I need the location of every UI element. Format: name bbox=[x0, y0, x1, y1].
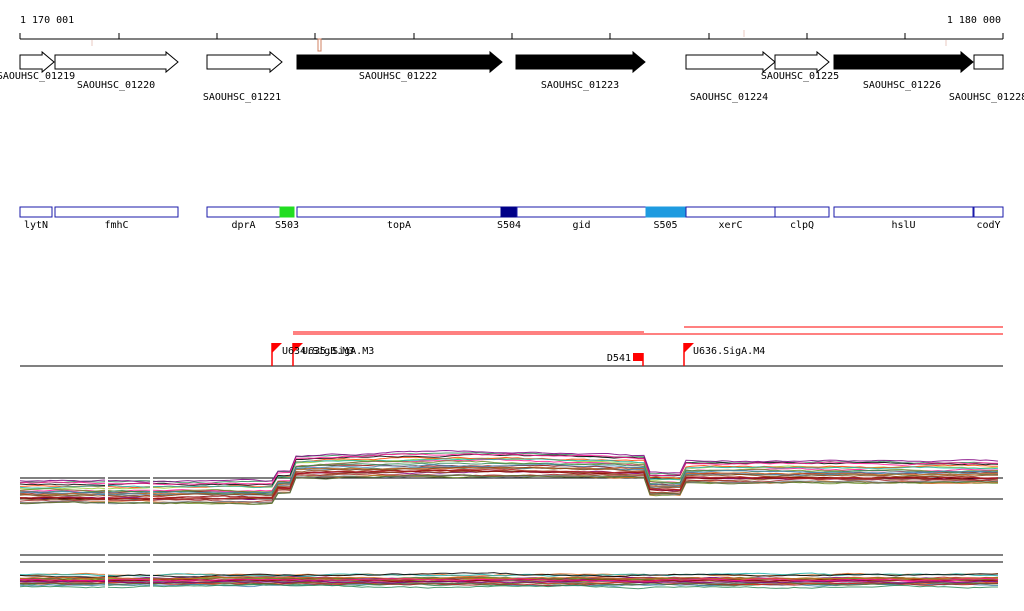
gene-arrow[interactable]: SAOUHSC_01225 bbox=[761, 50, 839, 82]
gene-label: SAOUHSC_01223 bbox=[541, 80, 619, 91]
gene-arrow[interactable]: SAOUHSC_01222 bbox=[296, 50, 503, 82]
annotation-box[interactable]: fmhC bbox=[54, 206, 179, 231]
annotation-box[interactable]: clpQ bbox=[774, 206, 830, 231]
expression-track-2 bbox=[19, 550, 1003, 600]
annotation-box[interactable]: gid bbox=[516, 206, 647, 231]
gene-arrow[interactable]: SAOUHSC_01221 bbox=[203, 50, 283, 103]
feature-track: U634.SigB.M3 U635.SigA.M3 D541 U636.SigA… bbox=[20, 326, 1003, 367]
annotation-box[interactable]: topA bbox=[296, 206, 502, 231]
feature-label: U634.SigB.M3 bbox=[282, 346, 354, 357]
annotation-label: gid bbox=[572, 220, 590, 231]
annotation-box[interactable]: S505 bbox=[645, 206, 686, 231]
annotation-box[interactable]: codY bbox=[973, 206, 1004, 231]
gene-arrow[interactable]: SAOUHSC_01224 bbox=[685, 50, 776, 103]
annotation-label: hslU bbox=[891, 220, 915, 231]
coordinate-ruler: 1 170 001 1 180 000 bbox=[19, 15, 1004, 52]
annotation-label: topA bbox=[387, 220, 411, 231]
ruler-start-label: 1 170 001 bbox=[20, 15, 74, 26]
expression-profiles bbox=[19, 449, 999, 505]
track-gap bbox=[105, 550, 108, 600]
annotation-label: S504 bbox=[497, 220, 521, 231]
expression-track-1 bbox=[19, 449, 1003, 512]
gene-label: SAOUHSC_01224 bbox=[690, 92, 768, 103]
annotation-label: lytN bbox=[24, 220, 48, 231]
annotation-label: S503 bbox=[275, 220, 299, 231]
track-gap bbox=[105, 462, 108, 512]
gene-arrow[interactable]: SAOUHSC_01228 bbox=[949, 54, 1024, 103]
gene-label: SAOUHSC_01221 bbox=[203, 92, 281, 103]
gene-label: SAOUHSC_01222 bbox=[359, 71, 437, 82]
annotation-label: clpQ bbox=[790, 220, 814, 231]
annotation-box[interactable]: dprA bbox=[206, 206, 281, 231]
annotation-box[interactable]: lytN bbox=[19, 206, 53, 231]
feature-label: D541 bbox=[607, 353, 631, 364]
annotation-track: lytN fmhC dprA S503 topA S504 gid S505 xerC clpQ h… bbox=[19, 206, 1004, 231]
gene-arrow[interactable]: SAOUHSC_01220 bbox=[54, 50, 179, 91]
annotation-box[interactable]: xerC bbox=[685, 206, 776, 231]
ruler-end-label: 1 180 000 bbox=[947, 15, 1001, 26]
gene-arrow[interactable]: SAOUHSC_01226 bbox=[833, 50, 974, 91]
promoter-marker[interactable] bbox=[271, 343, 282, 366]
terminator-marker[interactable] bbox=[633, 353, 644, 366]
gene-label: SAOUHSC_01225 bbox=[761, 71, 839, 82]
ruler-ticks bbox=[19, 33, 1004, 39]
ruler-highlight-mark bbox=[317, 38, 322, 52]
promoter-marker[interactable] bbox=[292, 343, 303, 366]
expression-profiles bbox=[19, 572, 999, 590]
gene-label: SAOUHSC_01228 bbox=[949, 92, 1024, 103]
gene-label: SAOUHSC_01226 bbox=[863, 80, 941, 91]
annotation-label: S505 bbox=[653, 220, 677, 231]
annotation-label: fmhC bbox=[104, 220, 128, 231]
feature-label: U636.SigA.M4 bbox=[693, 346, 765, 357]
annotation-label: codY bbox=[976, 220, 1000, 231]
annotation-label: xerC bbox=[718, 220, 742, 231]
gene-arrow[interactable]: SAOUHSC_01223 bbox=[515, 50, 646, 91]
promoter-marker[interactable] bbox=[683, 343, 694, 366]
gene-arrow[interactable]: SAOUHSC_01219 bbox=[0, 50, 75, 82]
annotation-label: dprA bbox=[231, 220, 255, 231]
feature-label: U635.SigA.M3 bbox=[302, 346, 374, 357]
annotation-box[interactable]: hslU bbox=[833, 206, 974, 231]
gene-label: SAOUHSC_01219 bbox=[0, 71, 75, 82]
gene-label: SAOUHSC_01220 bbox=[77, 80, 155, 91]
annotation-box[interactable]: S503 bbox=[275, 206, 299, 231]
track-gap bbox=[150, 550, 153, 600]
track-gap bbox=[150, 462, 153, 512]
